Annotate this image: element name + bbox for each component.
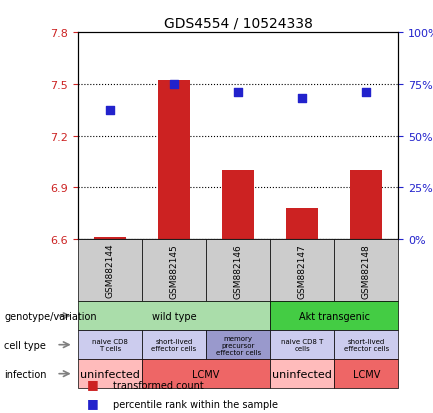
Text: genotype/variation: genotype/variation — [4, 311, 97, 321]
Text: short-lived
effector cells: short-lived effector cells — [152, 338, 197, 351]
Point — [299, 95, 306, 102]
Point — [235, 90, 242, 97]
Text: memory
precursor
effector cells: memory precursor effector cells — [216, 335, 261, 355]
Text: GSM882144: GSM882144 — [106, 243, 114, 298]
Text: uninfected: uninfected — [272, 369, 332, 379]
Point — [171, 81, 178, 88]
Text: GSM882148: GSM882148 — [362, 243, 371, 298]
Text: GSM882145: GSM882145 — [170, 243, 178, 298]
Text: ■: ■ — [87, 396, 98, 409]
Text: naive CD8 T
cells: naive CD8 T cells — [281, 338, 323, 351]
Text: GSM882146: GSM882146 — [234, 243, 242, 298]
Bar — [286, 209, 318, 240]
Text: cell type: cell type — [4, 340, 46, 350]
Text: infection: infection — [4, 369, 47, 379]
Text: ■: ■ — [87, 377, 98, 390]
Point — [107, 107, 113, 114]
Point — [363, 90, 370, 97]
Text: transformed count: transformed count — [113, 380, 204, 390]
Text: naive CD8
T cells: naive CD8 T cells — [92, 338, 128, 351]
Text: LCMV: LCMV — [192, 369, 220, 379]
Text: LCMV: LCMV — [352, 369, 380, 379]
Bar — [350, 171, 382, 240]
Bar — [94, 238, 126, 240]
Text: uninfected: uninfected — [80, 369, 140, 379]
Text: Akt transgenic: Akt transgenic — [299, 311, 370, 321]
Text: GSM882147: GSM882147 — [298, 243, 307, 298]
Text: short-lived
effector cells: short-lived effector cells — [344, 338, 389, 351]
Text: wild type: wild type — [152, 311, 197, 321]
Text: percentile rank within the sample: percentile rank within the sample — [113, 399, 278, 409]
Bar — [222, 171, 254, 240]
Title: GDS4554 / 10524338: GDS4554 / 10524338 — [164, 17, 313, 31]
Bar — [158, 81, 190, 240]
